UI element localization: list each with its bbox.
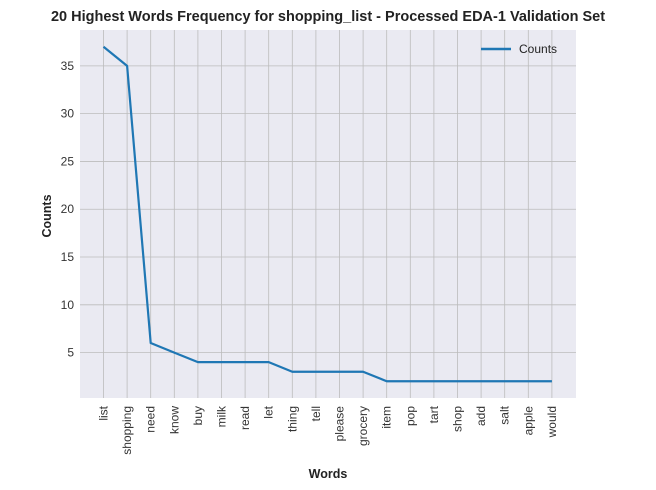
x-tick-labels: list shopping need know buy milk read let thing t… (97, 405, 559, 455)
x-tick-label: tell (309, 406, 323, 421)
x-tick-label: grocery (356, 406, 370, 446)
legend: Counts (481, 42, 557, 56)
chart-title: 20 Highest Words Frequency for shopping_… (51, 9, 605, 25)
x-tick-label: thing (285, 406, 299, 432)
x-tick-label: apple (521, 406, 535, 436)
y-tick-label: 5 (67, 346, 74, 360)
y-tick-label: 20 (61, 202, 75, 216)
x-tick-label: shopping (120, 406, 134, 455)
x-tick-label: tart (427, 405, 441, 423)
y-axis-label: Counts (40, 194, 54, 237)
x-tick-label: please (333, 406, 347, 442)
series-group (102, 45, 552, 383)
x-tick-label: list (97, 405, 111, 420)
y-tick-label: 30 (61, 107, 75, 121)
x-tick-label: shop (451, 406, 465, 432)
x-tick-label: pop (403, 406, 417, 426)
y-gridlines (80, 65, 576, 353)
y-tick-label: 35 (61, 59, 75, 73)
x-tick-label: let (262, 405, 276, 418)
legend-label-counts: Counts (519, 42, 557, 56)
y-tick-label: 10 (61, 298, 75, 312)
x-tick-label: salt (498, 405, 512, 424)
y-tick-labels: 5 10 15 20 25 30 35 (61, 59, 75, 360)
plot-area (80, 30, 576, 398)
x-tick-label: item (380, 406, 394, 429)
series-line-counts (102, 45, 552, 383)
x-gridlines (103, 30, 553, 398)
x-tick-label: milk (215, 405, 229, 427)
y-tick-label: 25 (61, 154, 75, 168)
y-tick-label: 15 (61, 250, 75, 264)
x-tick-label: need (144, 406, 158, 433)
x-tick-label: would (545, 406, 559, 438)
x-tick-label: add (474, 406, 488, 426)
x-axis-label: Words (309, 467, 348, 481)
x-tick-label: read (238, 406, 252, 430)
x-tick-label: know (167, 406, 181, 434)
x-tick-label: buy (191, 406, 205, 425)
